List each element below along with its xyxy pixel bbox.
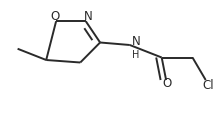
Text: O: O (163, 77, 172, 90)
Text: N: N (84, 10, 92, 23)
Text: N: N (132, 35, 140, 48)
Text: O: O (50, 10, 60, 23)
Text: H: H (132, 50, 139, 60)
Text: Cl: Cl (202, 79, 214, 92)
